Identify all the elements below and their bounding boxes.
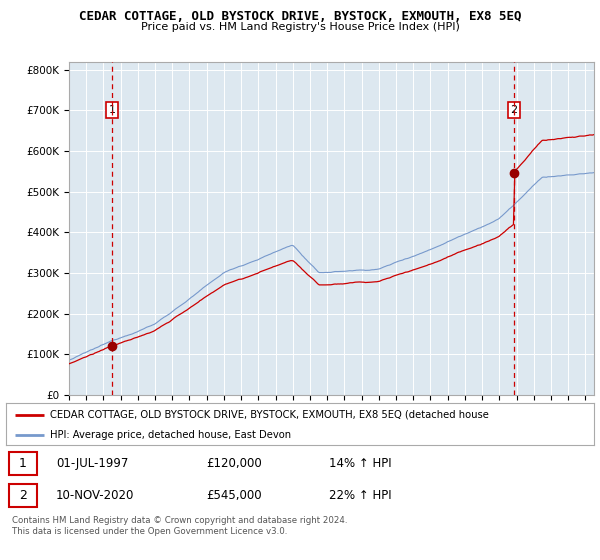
Bar [9, 484, 37, 507]
Text: 22% ↑ HPI: 22% ↑ HPI [329, 489, 392, 502]
Bar [9, 452, 37, 475]
Text: £120,000: £120,000 [206, 457, 262, 470]
Text: HPI: Average price, detached house, East Devon: HPI: Average price, detached house, East… [50, 430, 291, 440]
Text: CEDAR COTTAGE, OLD BYSTOCK DRIVE, BYSTOCK, EXMOUTH, EX8 5EQ (detached house: CEDAR COTTAGE, OLD BYSTOCK DRIVE, BYSTOC… [50, 410, 489, 420]
Text: 10-NOV-2020: 10-NOV-2020 [56, 489, 134, 502]
Text: 01-JUL-1997: 01-JUL-1997 [56, 457, 128, 470]
Text: £545,000: £545,000 [206, 489, 262, 502]
Text: Contains HM Land Registry data © Crown copyright and database right 2024.
This d: Contains HM Land Registry data © Crown c… [12, 516, 347, 536]
Text: 2: 2 [511, 105, 518, 115]
Text: 1: 1 [19, 457, 27, 470]
Text: 14% ↑ HPI: 14% ↑ HPI [329, 457, 392, 470]
Text: 2: 2 [19, 489, 27, 502]
Text: 1: 1 [109, 105, 116, 115]
Text: CEDAR COTTAGE, OLD BYSTOCK DRIVE, BYSTOCK, EXMOUTH, EX8 5EQ: CEDAR COTTAGE, OLD BYSTOCK DRIVE, BYSTOC… [79, 10, 521, 23]
Text: Price paid vs. HM Land Registry's House Price Index (HPI): Price paid vs. HM Land Registry's House … [140, 22, 460, 32]
